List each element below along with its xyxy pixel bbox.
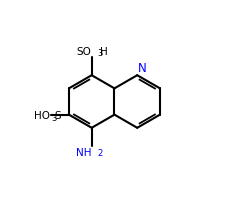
Text: 2: 2 (97, 148, 103, 157)
Text: S: S (55, 110, 61, 120)
Text: 3: 3 (52, 114, 57, 123)
Text: SO: SO (76, 47, 91, 57)
Text: N: N (138, 62, 147, 75)
Text: HO: HO (34, 110, 50, 120)
Text: 3: 3 (98, 49, 103, 58)
Text: H: H (100, 47, 108, 57)
Text: NH: NH (76, 147, 91, 157)
